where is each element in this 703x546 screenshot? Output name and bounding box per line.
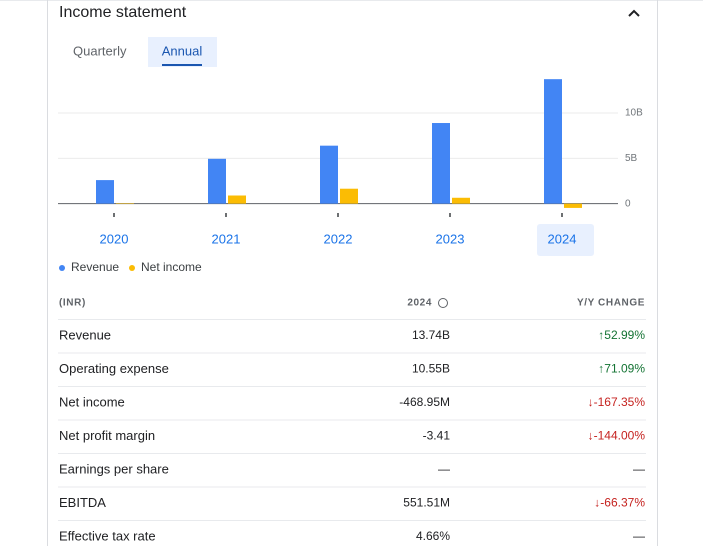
legend-label: Net income xyxy=(141,260,202,274)
bar xyxy=(564,203,582,208)
x-tick-label: 2023 xyxy=(436,231,465,246)
bar xyxy=(340,188,358,204)
y-tick-label: 0 xyxy=(625,198,631,209)
row-change: ↑52.99% xyxy=(598,328,645,342)
x-tick-label: 2024 xyxy=(548,231,577,246)
tab[interactable]: Quarterly xyxy=(73,43,127,58)
row-value: -3.41 xyxy=(423,429,451,443)
row-value: — xyxy=(438,462,450,476)
y-tick-label: 10B xyxy=(625,108,643,119)
row-label: Effective tax rate xyxy=(59,528,156,543)
row-change: — xyxy=(633,462,645,476)
row-label: Net income xyxy=(59,394,125,409)
row-label: EBITDA xyxy=(59,495,106,510)
row-label: Net profit margin xyxy=(59,428,155,443)
row-change: ↓-167.35% xyxy=(588,395,646,409)
bar xyxy=(208,158,226,204)
column-header: Y/Y CHANGE xyxy=(577,298,645,309)
x-tick-label: 2022 xyxy=(324,231,353,246)
row-label: Revenue xyxy=(59,327,111,342)
row-change: ↓-144.00% xyxy=(588,429,646,443)
y-tick-label: 5B xyxy=(625,153,638,164)
row-value: 13.74B xyxy=(412,328,450,342)
bar xyxy=(452,197,470,204)
row-change: — xyxy=(633,529,645,543)
legend-dot xyxy=(129,265,135,271)
bar xyxy=(116,203,134,204)
legend-dot xyxy=(59,265,65,271)
section-title: Income statement xyxy=(59,4,187,21)
column-header: 2024 xyxy=(407,298,432,309)
legend-label: Revenue xyxy=(71,260,119,274)
x-tick-label: 2021 xyxy=(212,231,241,246)
row-label: Operating expense xyxy=(59,361,169,376)
row-value: 551.51M xyxy=(403,496,450,510)
collapse-button[interactable] xyxy=(628,9,640,17)
tab[interactable]: Annual xyxy=(162,43,203,58)
bar xyxy=(432,123,450,204)
row-change: ↑71.09% xyxy=(598,362,645,376)
bar xyxy=(544,79,562,204)
bar xyxy=(228,195,246,204)
selected-year-bg xyxy=(537,224,594,256)
bar xyxy=(320,145,338,204)
row-value: 4.66% xyxy=(416,529,450,543)
row-label: Earnings per share xyxy=(59,461,169,476)
bar xyxy=(96,180,114,204)
info-icon[interactable] xyxy=(438,298,448,308)
x-tick-label: 2020 xyxy=(100,231,129,246)
row-value: -468.95M xyxy=(399,395,450,409)
column-header: (INR) xyxy=(59,298,86,309)
tab-selected-bg xyxy=(148,37,217,67)
row-value: 10.55B xyxy=(412,362,450,376)
row-change: ↓-66.37% xyxy=(594,496,645,510)
